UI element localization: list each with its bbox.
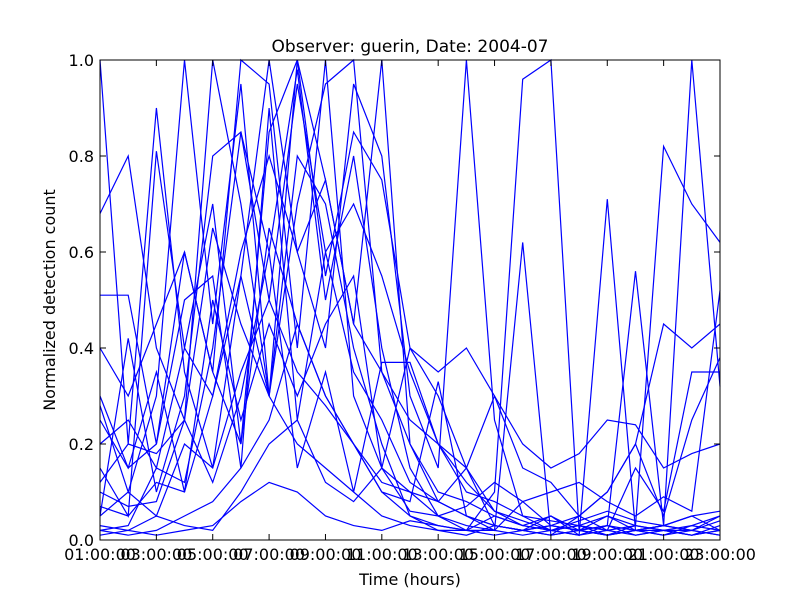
plot-frame: [99, 59, 721, 541]
series-line-14: [99, 298, 721, 532]
series-line-8: [99, 227, 721, 537]
series-line-16: [99, 251, 721, 493]
series-line-9: [99, 107, 721, 537]
chart-title: Observer: guerin, Date: 2004-07: [272, 37, 549, 57]
x-tick-label: 09:00:00: [290, 545, 362, 564]
y-tick-label: 1.0: [69, 51, 94, 70]
series-line-12: [99, 144, 721, 536]
y-tick-label: 0.2: [69, 435, 94, 454]
y-tick-label: 0.6: [69, 243, 94, 262]
y-tick-label: 0.8: [69, 147, 94, 166]
x-tick-label: 17:00:00: [515, 545, 587, 564]
x-tick-label: 03:00:00: [120, 545, 192, 564]
series-line-11: [99, 59, 721, 536]
series-line-6: [99, 83, 721, 536]
x-tick-label: 21:00:00: [628, 545, 700, 564]
x-tick-label: 11:00:00: [346, 545, 418, 564]
x-axis-ticks: 01:00:0003:00:0005:00:0007:00:0009:00:00…: [64, 60, 756, 564]
y-tick-label: 0.0: [69, 531, 94, 550]
series-lines: [99, 58, 721, 537]
x-tick-label: 07:00:00: [233, 545, 305, 564]
x-axis-label: Time (hours): [358, 570, 461, 589]
y-axis-label: Normalized detection count: [40, 189, 59, 411]
x-tick-label: 13:00:00: [402, 545, 474, 564]
series-line-18: [99, 481, 721, 536]
x-tick-label: 19:00:00: [571, 545, 643, 564]
x-tick-label: 23:00:00: [684, 545, 756, 564]
x-tick-label: 05:00:00: [177, 545, 249, 564]
series-line-15: [99, 274, 721, 518]
series-line-13: [99, 153, 720, 532]
series-line-17: [99, 290, 721, 532]
x-tick-label: 01:00:00: [64, 545, 136, 564]
y-tick-label: 0.4: [69, 339, 94, 358]
y-axis-ticks: 0.0 0.2 0.4 0.6 0.8 1.0: [69, 51, 720, 550]
x-tick-label: 15:00:00: [459, 545, 531, 564]
